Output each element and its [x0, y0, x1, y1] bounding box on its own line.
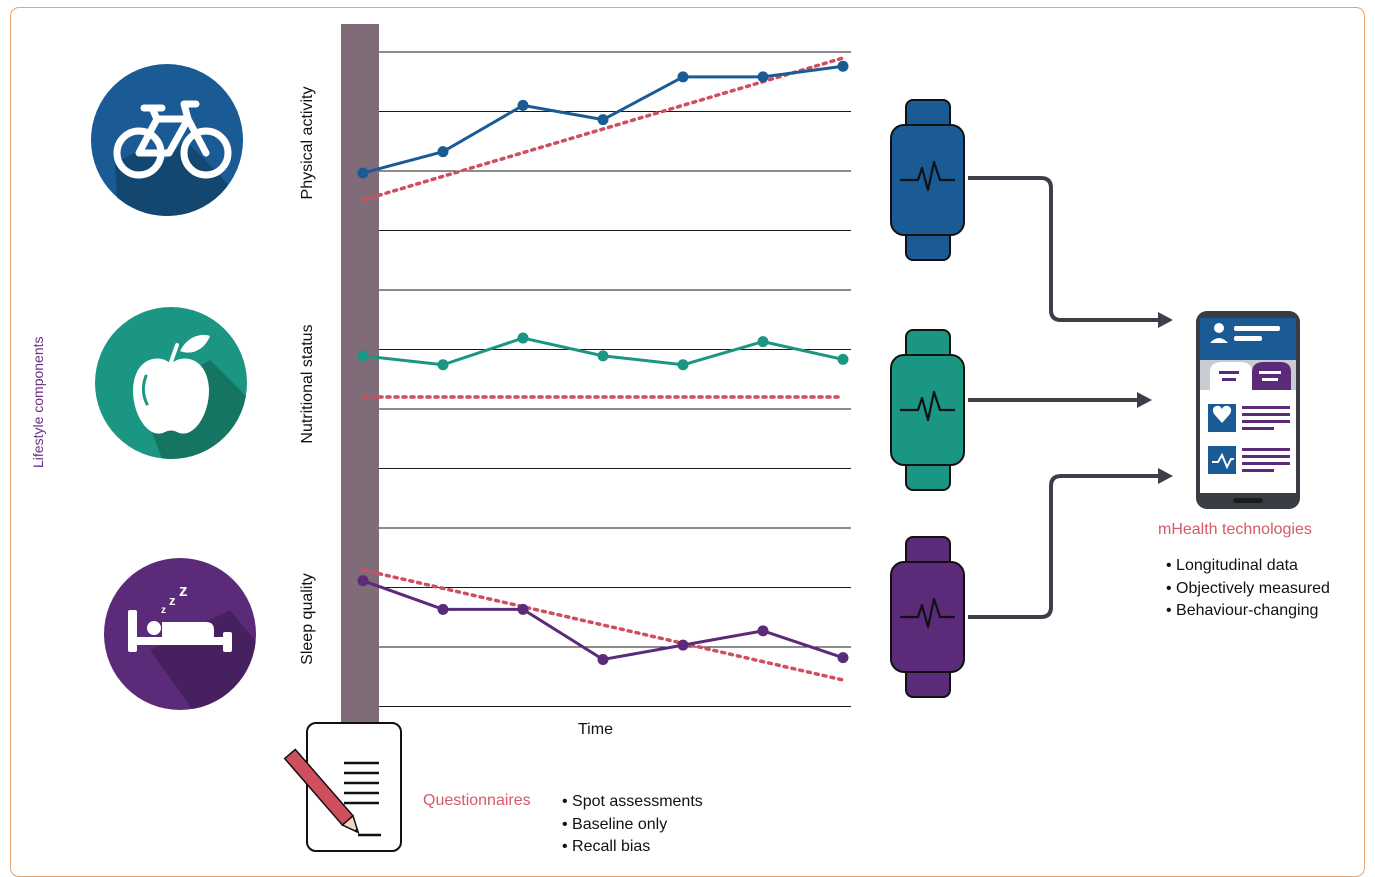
bicycle-icon: [91, 64, 243, 216]
time-chart: [341, 24, 851, 722]
questionnaire-point: Baseline only: [562, 814, 703, 837]
time-axis-label: Time: [578, 721, 613, 738]
series-point: [837, 353, 849, 365]
questionnaire-point: Spot assessments: [562, 791, 703, 814]
arrow-head-2: [1137, 392, 1152, 408]
series-point: [437, 359, 449, 371]
series-point: [517, 99, 529, 111]
mhealth-label: mHealth technologies: [1158, 521, 1312, 538]
nutritional-status-label: Nutritional status: [299, 324, 316, 444]
smartphone-app-icon: [1196, 311, 1300, 509]
series-point: [677, 71, 689, 83]
lifestyle-components-label: Lifestyle components: [30, 336, 46, 468]
chart-gridlines: [345, 51, 851, 707]
series-point: [597, 350, 609, 362]
flow-arrows: [968, 176, 1160, 619]
smartwatch-icon: [890, 99, 965, 261]
series-line: [362, 579, 844, 661]
trend-line: [361, 56, 845, 202]
series-point: [437, 146, 449, 158]
questionnaire-points: Spot assessments Baseline only Recall bi…: [562, 791, 703, 859]
smartwatch-icon: [890, 536, 965, 698]
sleep-quality-label: Sleep quality: [299, 573, 316, 665]
arrow-head-1: [1158, 312, 1173, 328]
series-point: [517, 332, 529, 344]
svg-text:z: z: [161, 605, 166, 616]
physical-activity-label: Physical activity: [299, 86, 316, 200]
smartwatch-icon: [890, 329, 965, 491]
baseline-bar: [341, 24, 379, 722]
svg-text:z: z: [169, 593, 176, 608]
series-point: [597, 653, 609, 665]
series-point: [677, 639, 689, 651]
trend-line: [361, 568, 845, 682]
series-point: [357, 350, 369, 362]
series-point: [677, 359, 689, 371]
series-point: [757, 71, 769, 83]
questionnaires-label: Questionnaires: [423, 792, 531, 809]
series-point: [517, 603, 529, 615]
apple-icon: [95, 307, 247, 459]
questionnaire-pencil-icon: [283, 722, 402, 852]
series-point: [357, 575, 369, 587]
series-point: [597, 114, 609, 126]
trend-lines: [361, 56, 845, 682]
bed-icon: z z z: [104, 558, 256, 710]
series-point: [837, 60, 849, 72]
mhealth-point: Longitudinal data: [1166, 555, 1330, 578]
questionnaire-point: Recall bias: [562, 836, 703, 859]
series-point: [757, 625, 769, 637]
svg-text:z: z: [179, 581, 188, 600]
arrow-head-3: [1158, 468, 1173, 484]
data-series: [357, 60, 849, 665]
smartwatches: [890, 99, 965, 698]
series-point: [837, 652, 849, 664]
mhealth-point: Objectively measured: [1166, 578, 1330, 601]
series-point: [757, 336, 769, 348]
mhealth-point: Behaviour-changing: [1166, 600, 1330, 623]
series-point: [357, 167, 369, 179]
series-point: [437, 603, 449, 615]
mhealth-points: Longitudinal data Objectively measured B…: [1166, 555, 1330, 623]
